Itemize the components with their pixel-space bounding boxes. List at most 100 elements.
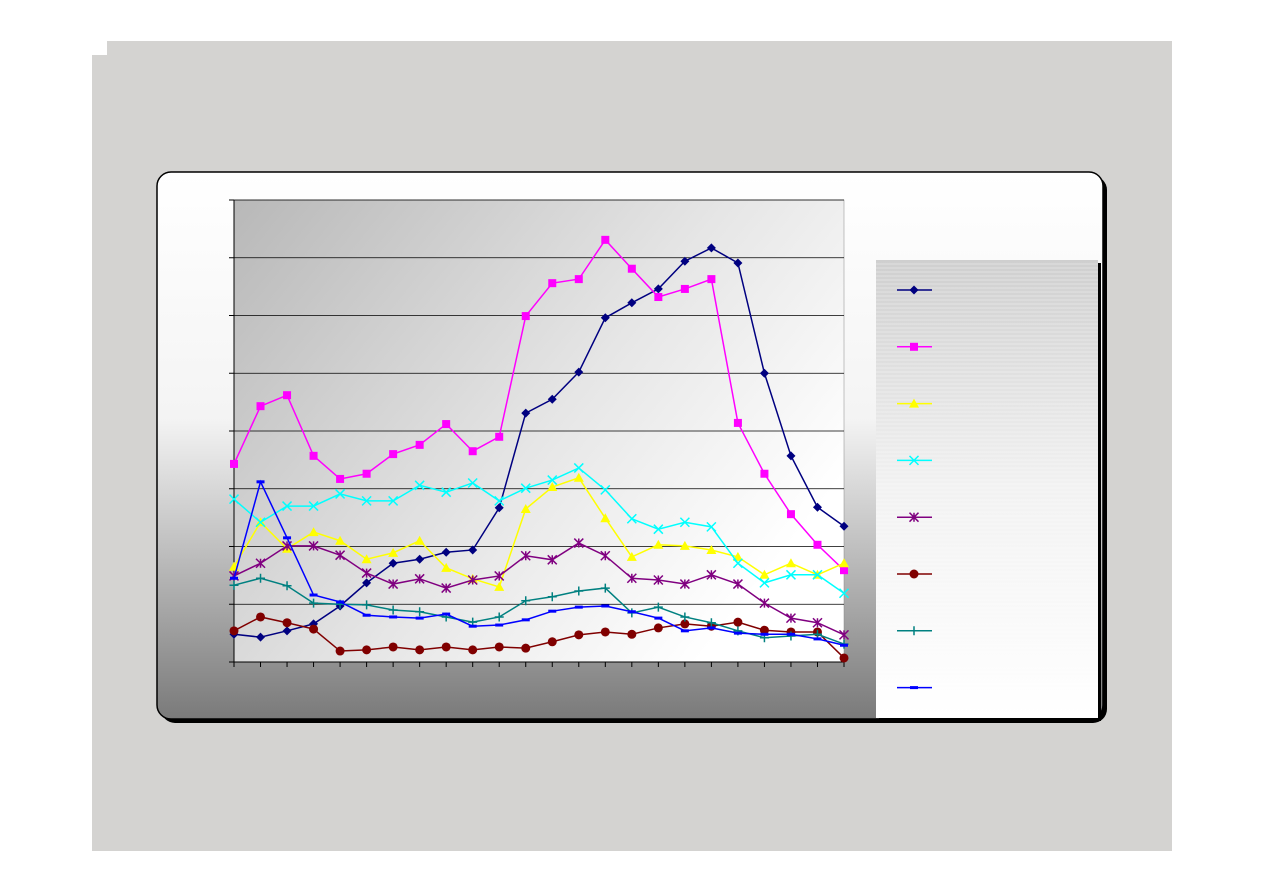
marker — [468, 545, 478, 555]
marker — [256, 632, 266, 642]
marker — [441, 562, 452, 572]
marker — [626, 573, 637, 584]
marker — [786, 632, 795, 636]
marker — [653, 524, 664, 535]
marker — [521, 643, 531, 653]
marker — [840, 566, 848, 575]
marker — [388, 579, 399, 590]
marker — [256, 573, 266, 583]
marker — [812, 569, 823, 580]
marker — [362, 613, 371, 617]
marker — [706, 618, 716, 628]
marker — [468, 624, 477, 628]
marker — [389, 615, 398, 619]
marker — [680, 284, 689, 293]
marker — [442, 420, 451, 429]
marker — [362, 578, 372, 588]
marker — [600, 627, 610, 637]
marker — [256, 480, 265, 484]
marker — [573, 462, 584, 473]
marker — [759, 368, 769, 378]
legend-swatch — [909, 285, 919, 295]
legend-swatch — [908, 512, 920, 523]
marker — [547, 637, 557, 647]
marker — [600, 313, 610, 323]
marker — [494, 495, 505, 506]
marker — [308, 540, 319, 551]
marker — [494, 642, 504, 652]
legend-swatch — [909, 398, 919, 408]
marker — [335, 535, 346, 545]
marker — [785, 558, 796, 568]
marker — [680, 629, 689, 633]
marker — [415, 554, 425, 564]
marker — [574, 367, 584, 377]
marker — [680, 256, 690, 266]
marker — [495, 432, 504, 441]
marker — [706, 243, 716, 253]
marker — [601, 235, 610, 244]
marker — [680, 619, 690, 629]
marker — [733, 418, 742, 427]
marker — [415, 645, 425, 655]
marker — [361, 568, 372, 579]
marker — [785, 569, 796, 580]
marker — [839, 521, 849, 531]
marker — [309, 593, 318, 597]
marker — [679, 540, 690, 550]
marker — [309, 598, 319, 608]
marker — [812, 629, 822, 639]
marker — [256, 612, 266, 622]
series-line — [233, 616, 845, 659]
series-line — [233, 542, 845, 636]
marker — [574, 586, 584, 596]
marker — [283, 391, 292, 400]
marker — [547, 554, 558, 565]
marker — [548, 609, 557, 613]
legend-swatch — [910, 686, 918, 690]
marker — [230, 459, 238, 468]
marker — [759, 569, 770, 579]
marker — [308, 527, 319, 537]
marker — [653, 284, 663, 294]
marker — [521, 596, 531, 606]
marker — [255, 558, 266, 569]
marker — [229, 626, 239, 636]
marker — [653, 602, 663, 612]
marker — [520, 483, 531, 494]
marker — [732, 558, 743, 569]
marker — [388, 495, 399, 506]
marker — [442, 612, 451, 616]
marker — [361, 495, 372, 506]
marker — [282, 501, 293, 512]
marker — [336, 474, 345, 483]
marker — [706, 569, 717, 580]
marker — [812, 502, 822, 512]
marker — [600, 513, 611, 523]
marker — [839, 558, 849, 568]
marker — [759, 625, 769, 635]
marker — [521, 618, 530, 622]
marker — [680, 612, 690, 622]
marker — [839, 653, 849, 663]
marker — [229, 580, 239, 590]
marker — [600, 484, 611, 495]
marker — [706, 521, 717, 532]
marker — [627, 610, 636, 614]
marker — [547, 482, 558, 492]
marker — [388, 605, 398, 615]
marker — [495, 623, 504, 627]
marker — [282, 581, 292, 591]
marker — [706, 544, 717, 554]
marker — [521, 312, 530, 321]
marker — [414, 573, 425, 584]
marker — [362, 645, 372, 655]
marker — [362, 469, 371, 478]
marker — [759, 598, 770, 609]
marker — [467, 477, 478, 489]
marker — [574, 605, 583, 609]
marker — [494, 612, 504, 622]
marker — [627, 264, 636, 273]
marker — [441, 487, 452, 498]
marker — [813, 637, 822, 641]
